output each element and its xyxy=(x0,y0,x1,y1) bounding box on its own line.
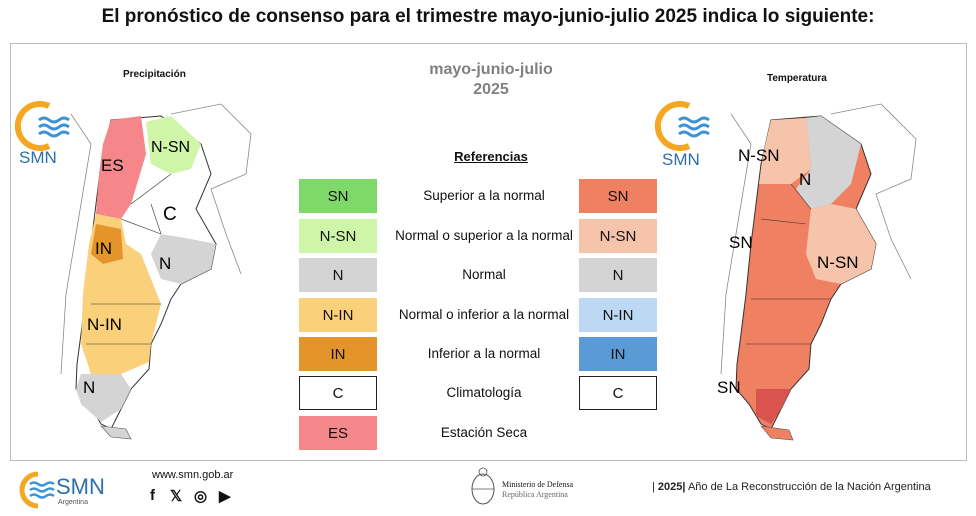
footer-smn-text: SMN xyxy=(56,474,105,499)
youtube-icon[interactable]: ▶ xyxy=(219,488,231,505)
temp-region-sn-south: SN xyxy=(717,378,741,397)
legend-desc-normal: Normal xyxy=(462,267,506,282)
smn-logo-text: SMN xyxy=(19,148,57,167)
precip-legend-in: IN xyxy=(299,337,377,371)
smn-logo-right-icon xyxy=(654,101,710,151)
precip-map: ES N-SN C IN N N-IN N xyxy=(60,103,252,440)
precip-region-n-north: N xyxy=(159,254,171,273)
legend-desc-superior: Superior a la normal xyxy=(423,188,545,203)
precip-region-in: IN xyxy=(95,239,112,258)
period-year: 2025 xyxy=(473,81,509,98)
precip-legend-n: N xyxy=(299,258,377,292)
footer-url-link[interactable]: www.smn.gob.ar xyxy=(152,469,234,481)
temp-region-sn-north: SN xyxy=(729,233,753,252)
precip-region-es: ES xyxy=(101,156,124,175)
ministry-name: Ministerio de Defensa xyxy=(502,480,574,489)
temp-legend-c: C xyxy=(579,376,657,410)
precip-region-n-south: N xyxy=(83,378,95,397)
temp-map: N-SN N SN N-SN SN xyxy=(717,103,917,441)
precip-legend-sn: SN xyxy=(299,179,377,213)
legend-desc-estacion-seca: Estación Seca xyxy=(440,425,528,440)
ministry-label: Ministerio de Defensa República Argentin… xyxy=(502,480,573,500)
period-months: mayo-junio-julio xyxy=(429,61,553,78)
forecast-panel: Precipitación SMN xyxy=(10,43,967,461)
period-label: mayo-junio-julio 2025 xyxy=(391,60,591,100)
legend-desc-normal-inferior: Normal o inferior a la normal xyxy=(398,307,570,322)
legend-desc-normal-superior: Normal o superior a la normal xyxy=(395,228,573,243)
instagram-icon[interactable]: ◎ xyxy=(194,488,208,505)
legend-desc-climatologia: Climatología xyxy=(446,385,522,400)
smn-logo-right-text: SMN xyxy=(662,150,700,169)
year-motto: | 2025| Año de La Reconstrucción de la N… xyxy=(652,481,931,493)
x-twitter-icon[interactable]: 𝕏 xyxy=(170,488,183,505)
year-number: 2025| xyxy=(657,481,686,493)
ministry-country: República Argentina xyxy=(502,490,568,499)
precip-legend-nsn: N-SN xyxy=(299,219,377,253)
legend-desc-inferior: Inferior a la normal xyxy=(427,346,541,361)
smn-logo-icon xyxy=(14,101,70,151)
year-divider: | xyxy=(652,481,655,493)
page-title: El pronóstico de consenso para el trimes… xyxy=(101,6,875,27)
precip-region-c: C xyxy=(163,204,177,225)
precip-legend-nin: N-IN xyxy=(299,298,377,332)
national-seal-icon xyxy=(471,467,495,505)
temp-region-nsn-north: N-SN xyxy=(738,146,780,165)
footer-smn-logo-icon xyxy=(19,471,55,509)
temp-legend-nsn: N-SN xyxy=(579,219,657,253)
temp-map-label: Temperatura xyxy=(767,73,827,84)
temp-legend-nin: N-IN xyxy=(579,298,657,332)
temp-legend-sn: SN xyxy=(579,179,657,213)
precip-legend-es: ES xyxy=(299,416,377,450)
temp-legend-in: IN xyxy=(579,337,657,371)
precip-legend-c: C xyxy=(299,376,377,410)
references-title: Referencias xyxy=(454,149,528,164)
maps-canvas: SMN ES N-SN C IN xyxy=(14,101,917,441)
temp-region-n: N xyxy=(799,170,811,189)
precip-region-nsn: N-SN xyxy=(151,139,190,156)
facebook-icon[interactable]: f xyxy=(150,487,155,504)
year-motto-text: Año de La Reconstrucción de la Nación Ar… xyxy=(687,481,931,493)
temp-legend-n: N xyxy=(579,258,657,292)
footer-smn-sub: Argentina xyxy=(58,499,88,506)
precip-map-label: Precipitación xyxy=(123,69,186,80)
temp-region-nsn-east: N-SN xyxy=(817,253,859,272)
precip-region-nin: N-IN xyxy=(87,315,122,334)
